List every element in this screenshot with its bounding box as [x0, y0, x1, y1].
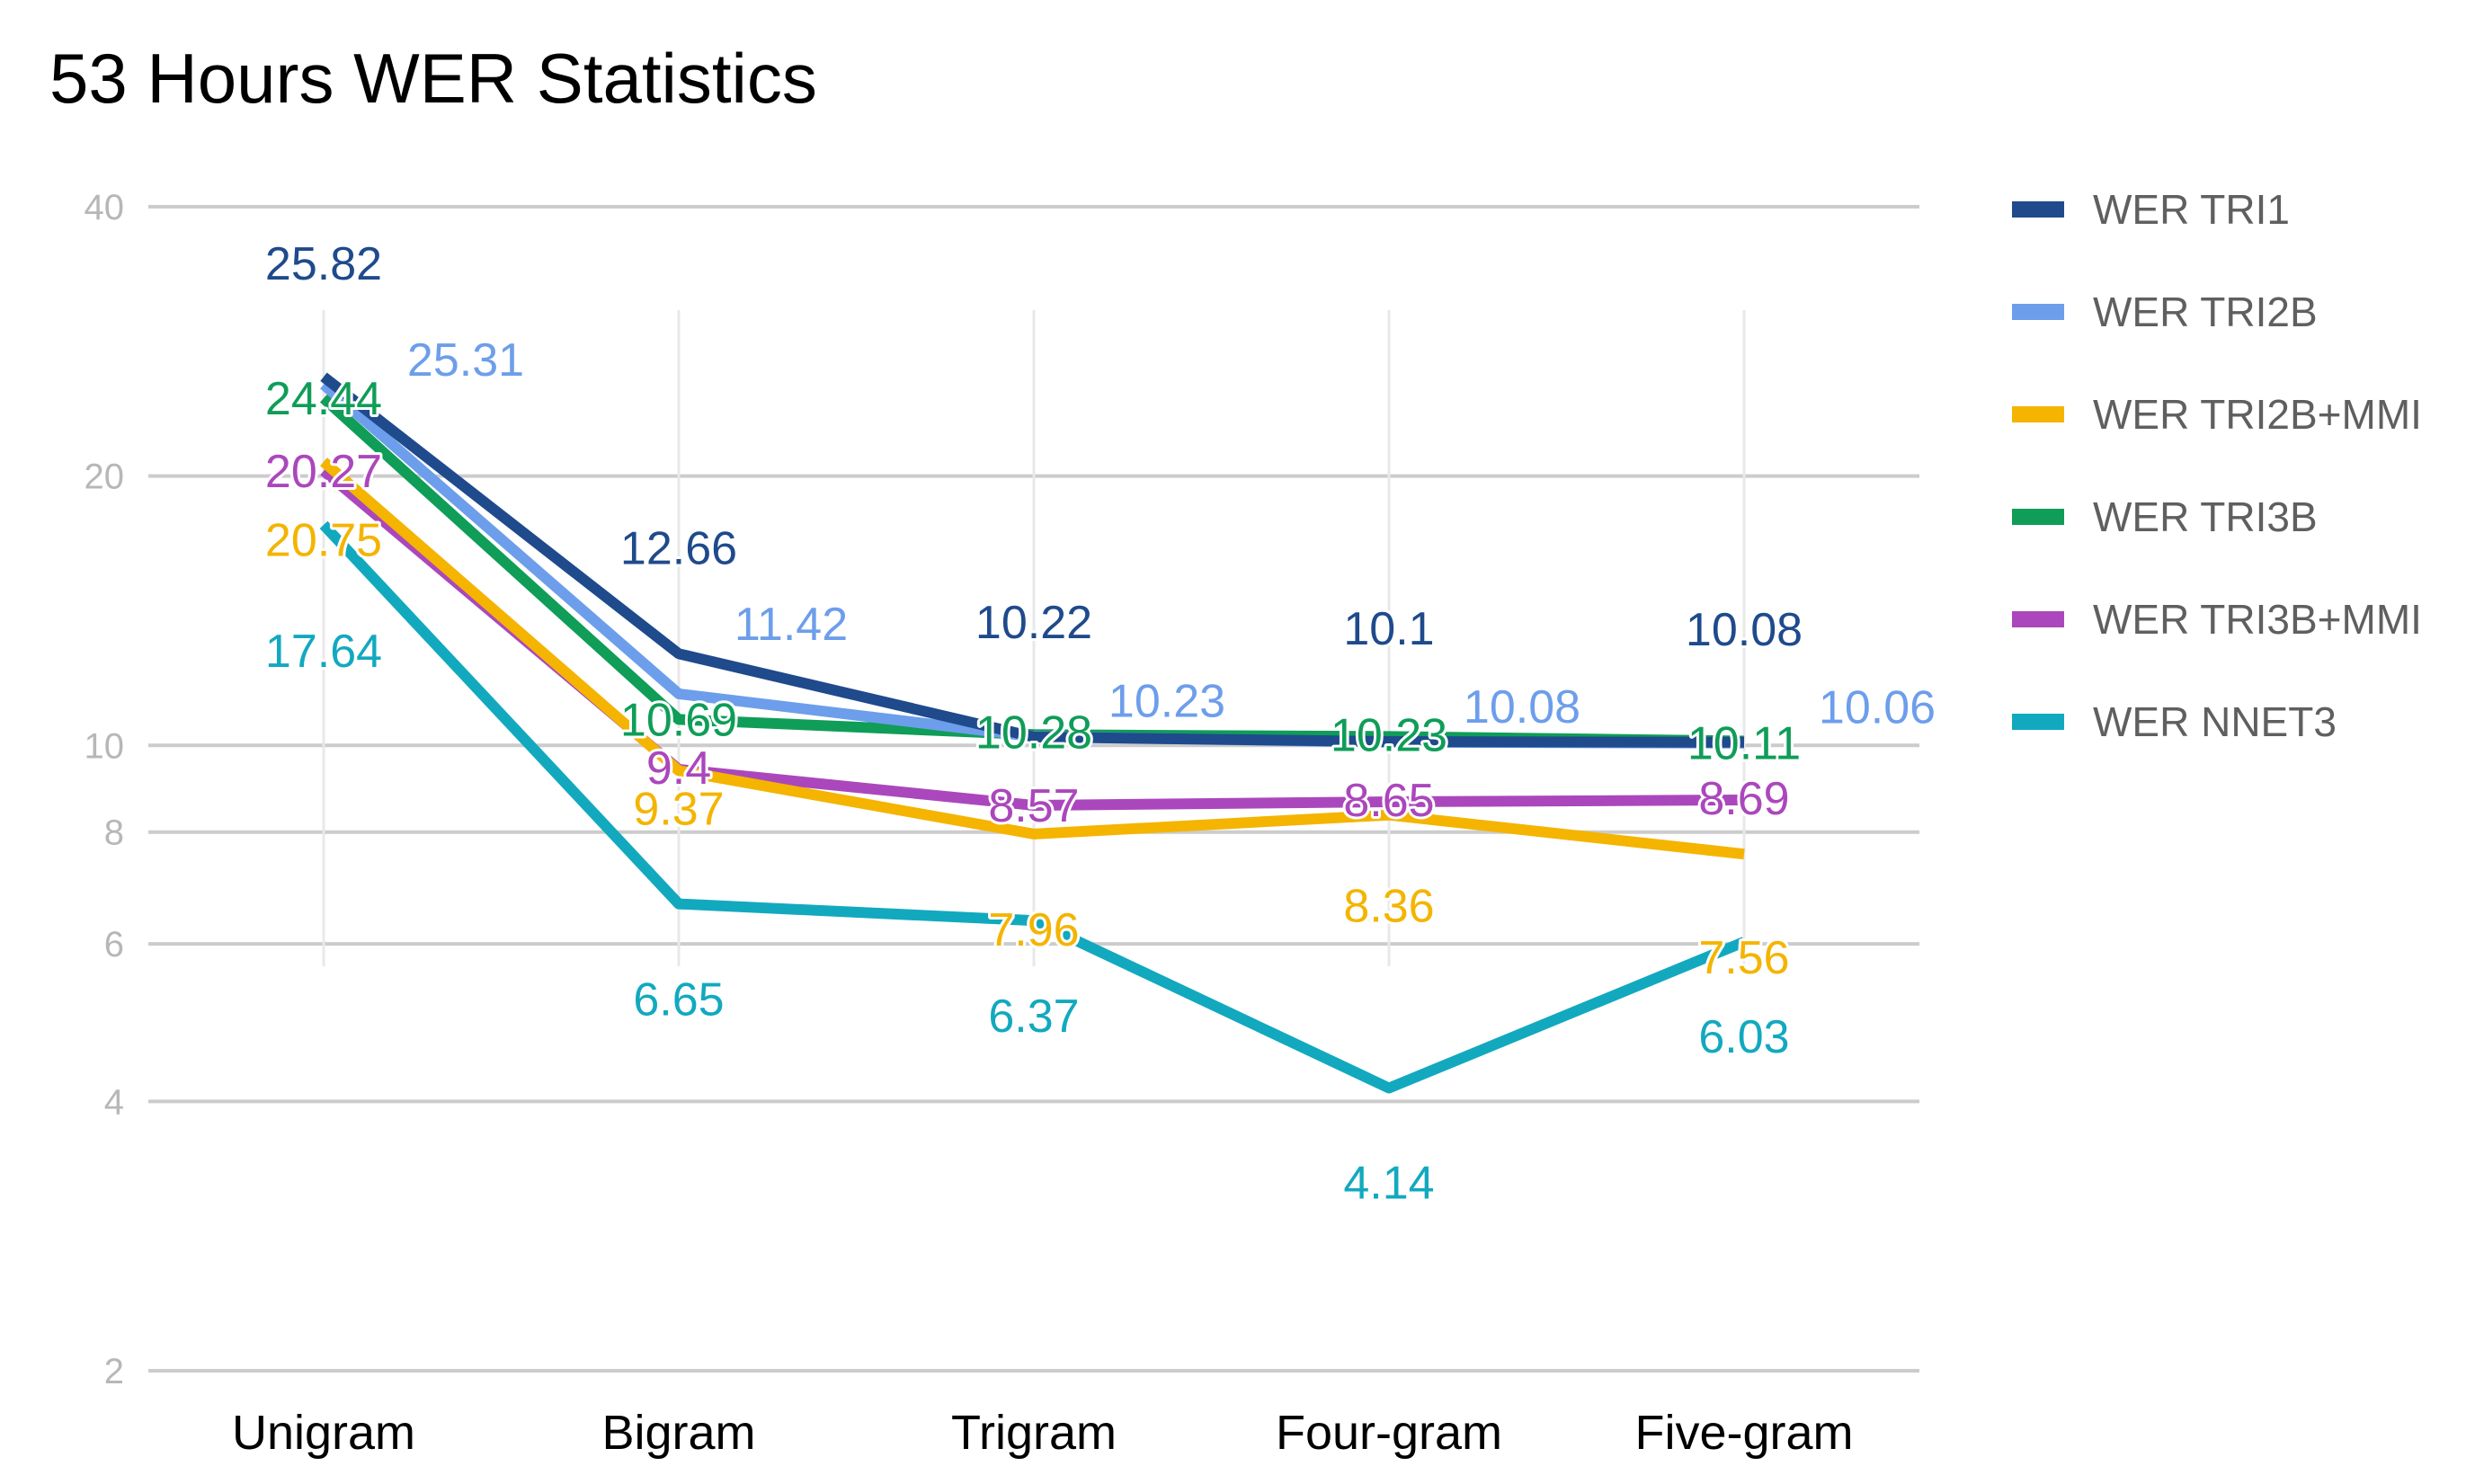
series-line-wer-nnet3 — [319, 520, 1747, 1094]
data-label: 10.28 — [975, 706, 1092, 759]
data-label: 25.31 — [407, 334, 524, 387]
data-label: 25.82 — [265, 238, 382, 290]
legend-label: WER TRI2B+MMI — [2093, 391, 2422, 438]
data-label: 10.08 — [1686, 604, 1803, 656]
x-tick-label: Four-gram — [1276, 1406, 1502, 1460]
y-axis: 2 4 6 8 10 20 40 — [85, 188, 125, 1391]
data-label: 10.23 — [1108, 675, 1225, 727]
data-label: 11.42 — [734, 599, 848, 651]
series-line-wer-tri1 — [320, 372, 1745, 748]
series-line-wer-tri2b-mmi — [320, 458, 1745, 860]
chart-title: 53 Hours WER Statistics — [49, 39, 817, 118]
y-tick-label: 10 — [85, 726, 125, 766]
legend-swatch — [2012, 714, 2064, 730]
legend-label: WER TRI3B+MMI — [2093, 596, 2422, 643]
x-tick-label: Bigram — [601, 1406, 755, 1460]
data-label: 10.23 — [1331, 709, 1447, 761]
data-label: 10.06 — [1819, 682, 1936, 734]
data-label: 6.65 — [633, 974, 724, 1026]
x-tick-label: Unigram — [232, 1406, 415, 1460]
data-label: 10.22 — [975, 597, 1092, 649]
legend: WER TRI1 WER TRI2B WER TRI2B+MMI WER TRI3B W… — [2012, 186, 2422, 745]
x-tick-label: Five-gram — [1634, 1406, 1853, 1460]
y-tick-label: 6 — [104, 925, 124, 964]
data-label: 8.69 — [1698, 773, 1789, 825]
label-leader-lines — [322, 310, 1746, 966]
y-tick-label: 40 — [85, 188, 125, 227]
legend-swatch — [2012, 611, 2064, 627]
y-tick-label: 4 — [104, 1082, 124, 1122]
data-label: 10.1 — [1343, 603, 1434, 655]
data-label: 9.37 — [633, 783, 724, 835]
legend-swatch — [2012, 304, 2064, 320]
data-label: 6.37 — [988, 991, 1079, 1043]
data-label: 8.65 — [1343, 775, 1434, 827]
legend-label: WER TRI1 — [2093, 186, 2290, 233]
data-labels: 25.82 12.66 10.22 10.1 10.08 25.31 11.42 10.23 1… — [263, 235, 1938, 1212]
legend-label: WER NNET3 — [2093, 698, 2337, 745]
data-label: 7.56 — [1698, 932, 1789, 984]
y-tick-label: 20 — [85, 458, 125, 497]
data-label: 10.11 — [1687, 718, 1801, 770]
data-label: 10.08 — [1464, 681, 1580, 733]
data-label: 9.4 — [646, 742, 711, 795]
data-label: 8.57 — [988, 780, 1079, 832]
data-label: 12.66 — [620, 522, 737, 574]
y-tick-label: 8 — [104, 813, 124, 853]
legend-swatch — [2012, 406, 2064, 422]
data-label: 10.69 — [620, 694, 737, 746]
y-tick-label: 2 — [104, 1352, 124, 1391]
legend-swatch — [2012, 509, 2064, 525]
data-label: 20.27 — [265, 446, 382, 498]
x-tick-label: Trigram — [951, 1406, 1117, 1460]
data-label: 8.36 — [1343, 881, 1434, 933]
legend-label: WER TRI2B — [2093, 289, 2318, 335]
x-axis: Unigram Bigram Trigram Four-gram Five-gram — [232, 1406, 1854, 1460]
data-label: 6.03 — [1698, 1011, 1789, 1063]
data-label: 24.44 — [265, 373, 382, 425]
series-lines — [319, 372, 1747, 1094]
data-label: 17.64 — [265, 626, 382, 678]
data-label: 20.75 — [265, 515, 382, 567]
legend-label: WER TRI3B — [2093, 493, 2318, 540]
data-label: 4.14 — [1343, 1157, 1434, 1209]
legend-swatch — [2012, 201, 2064, 218]
data-label: 7.96 — [988, 904, 1079, 956]
